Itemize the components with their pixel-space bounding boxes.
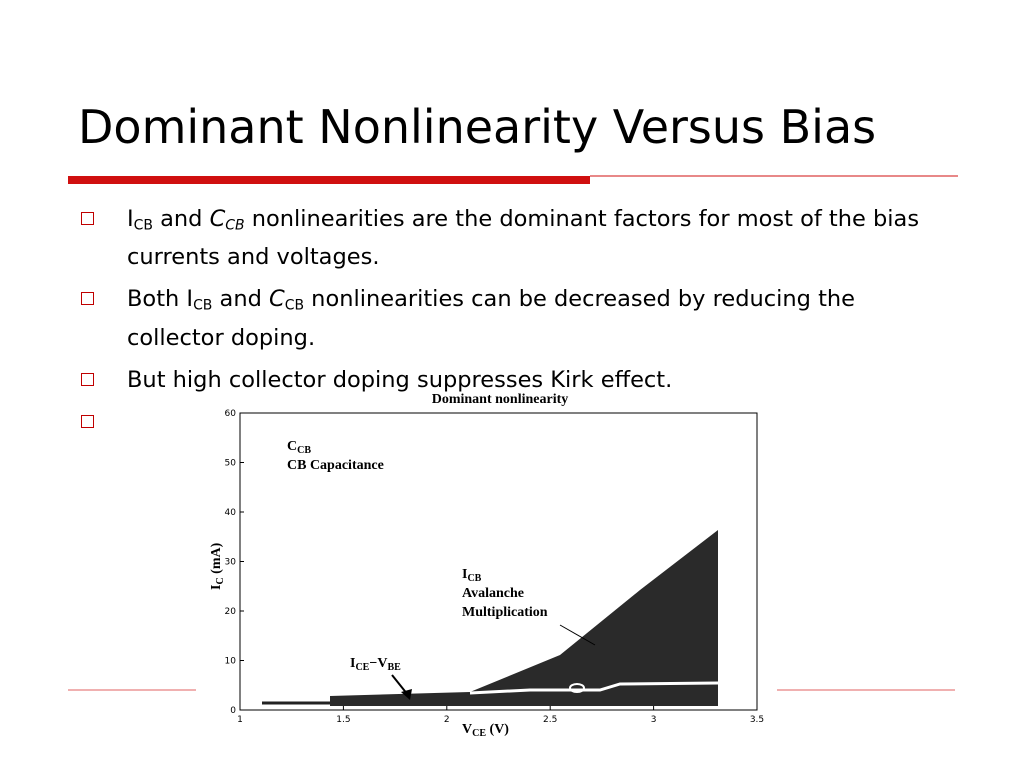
bullet-text: and [212,286,270,313]
annotation: CCB [287,439,311,456]
annotation: Multiplication [462,605,548,620]
x-tick-label: 1.5 [336,715,350,725]
bullet [78,406,932,438]
annotation: CB Capacitance [287,458,384,473]
x-axis-label-part: V [462,722,472,737]
bullet-text: But high collector doping suppresses Kir… [127,366,673,393]
subscript: CE [355,662,369,673]
bullet-text: Both I [127,286,194,313]
x-tick-label: 3.5 [750,715,764,725]
x-axis-label: VCE (V) [462,722,509,739]
annotation-part: I [350,656,355,671]
y-axis-label: IC (mA) [209,542,226,590]
subscript: C [215,577,226,584]
bullet-text: I [127,206,134,232]
figure-title: Dominant nonlinearity [432,392,569,407]
bullet-text: nonlinearities can be decreased by reduc… [127,286,856,351]
bullet-text: and [152,206,210,232]
annotation: ICB [462,567,482,584]
bullet-list: ICB and CCB nonlinearities are the domin… [78,203,938,448]
slide-title: Dominant Nonlinearity Versus Bias [78,100,877,154]
annotation: Avalanche [462,586,524,601]
arrowhead [401,689,412,700]
bullet-text: nonlinearities are the dominant factors … [127,206,920,271]
annotation-part: CB Capacitance [287,458,384,473]
subscript: BE [387,662,401,673]
y-tick-label: 10 [225,657,237,667]
bullet: But high collector doping suppresses Kir… [78,364,932,396]
x-tick-label: 3 [651,715,657,725]
subscript: CB [225,217,245,234]
y-tick-label: 60 [225,409,237,419]
title-rule [68,176,590,184]
subscript: CB [193,297,213,314]
bullet: ICB and CCB nonlinearities are the domin… [78,203,932,273]
subscript: CB [284,297,305,314]
region-boundary [569,683,585,693]
x-tick-label: 1 [237,715,243,725]
annotation-part: I [462,567,467,582]
figure: 1 1.5 2 2.5 3 3.5 0 10 20 30 40 50 60 Dominant nonlin… [200,392,775,743]
y-tick-label: 0 [230,706,236,716]
arrow [559,624,596,646]
y-tick-label: 40 [225,508,237,518]
subscript: CB [133,217,153,234]
subscript: CB [297,445,311,456]
region [330,530,718,706]
y-axis-label-part: I [209,585,224,590]
y-tick-label: 50 [225,459,237,469]
subscript: CB [467,573,481,584]
bullet-text: C [209,206,226,232]
bullet: Both ICB and CCB nonlinearities can be d… [78,283,932,353]
annotation-part: Avalanche [462,586,524,601]
region-boundary [469,681,719,695]
annotation-part: −V [369,656,387,671]
bullet-text: C [269,286,285,313]
y-tick-label: 30 [225,558,237,568]
y-axis-label-part: (mA) [209,542,224,577]
annotation: ICE−VBE [350,656,401,673]
x-tick-label: 2.5 [543,715,557,725]
annotation-part: Multiplication [462,605,548,620]
subscript: CE [472,728,486,739]
annotation-part: C [287,439,297,454]
y-tick-label: 20 [225,607,237,617]
x-axis-label-part: (V) [486,722,509,737]
x-tick-label: 2 [444,715,450,725]
